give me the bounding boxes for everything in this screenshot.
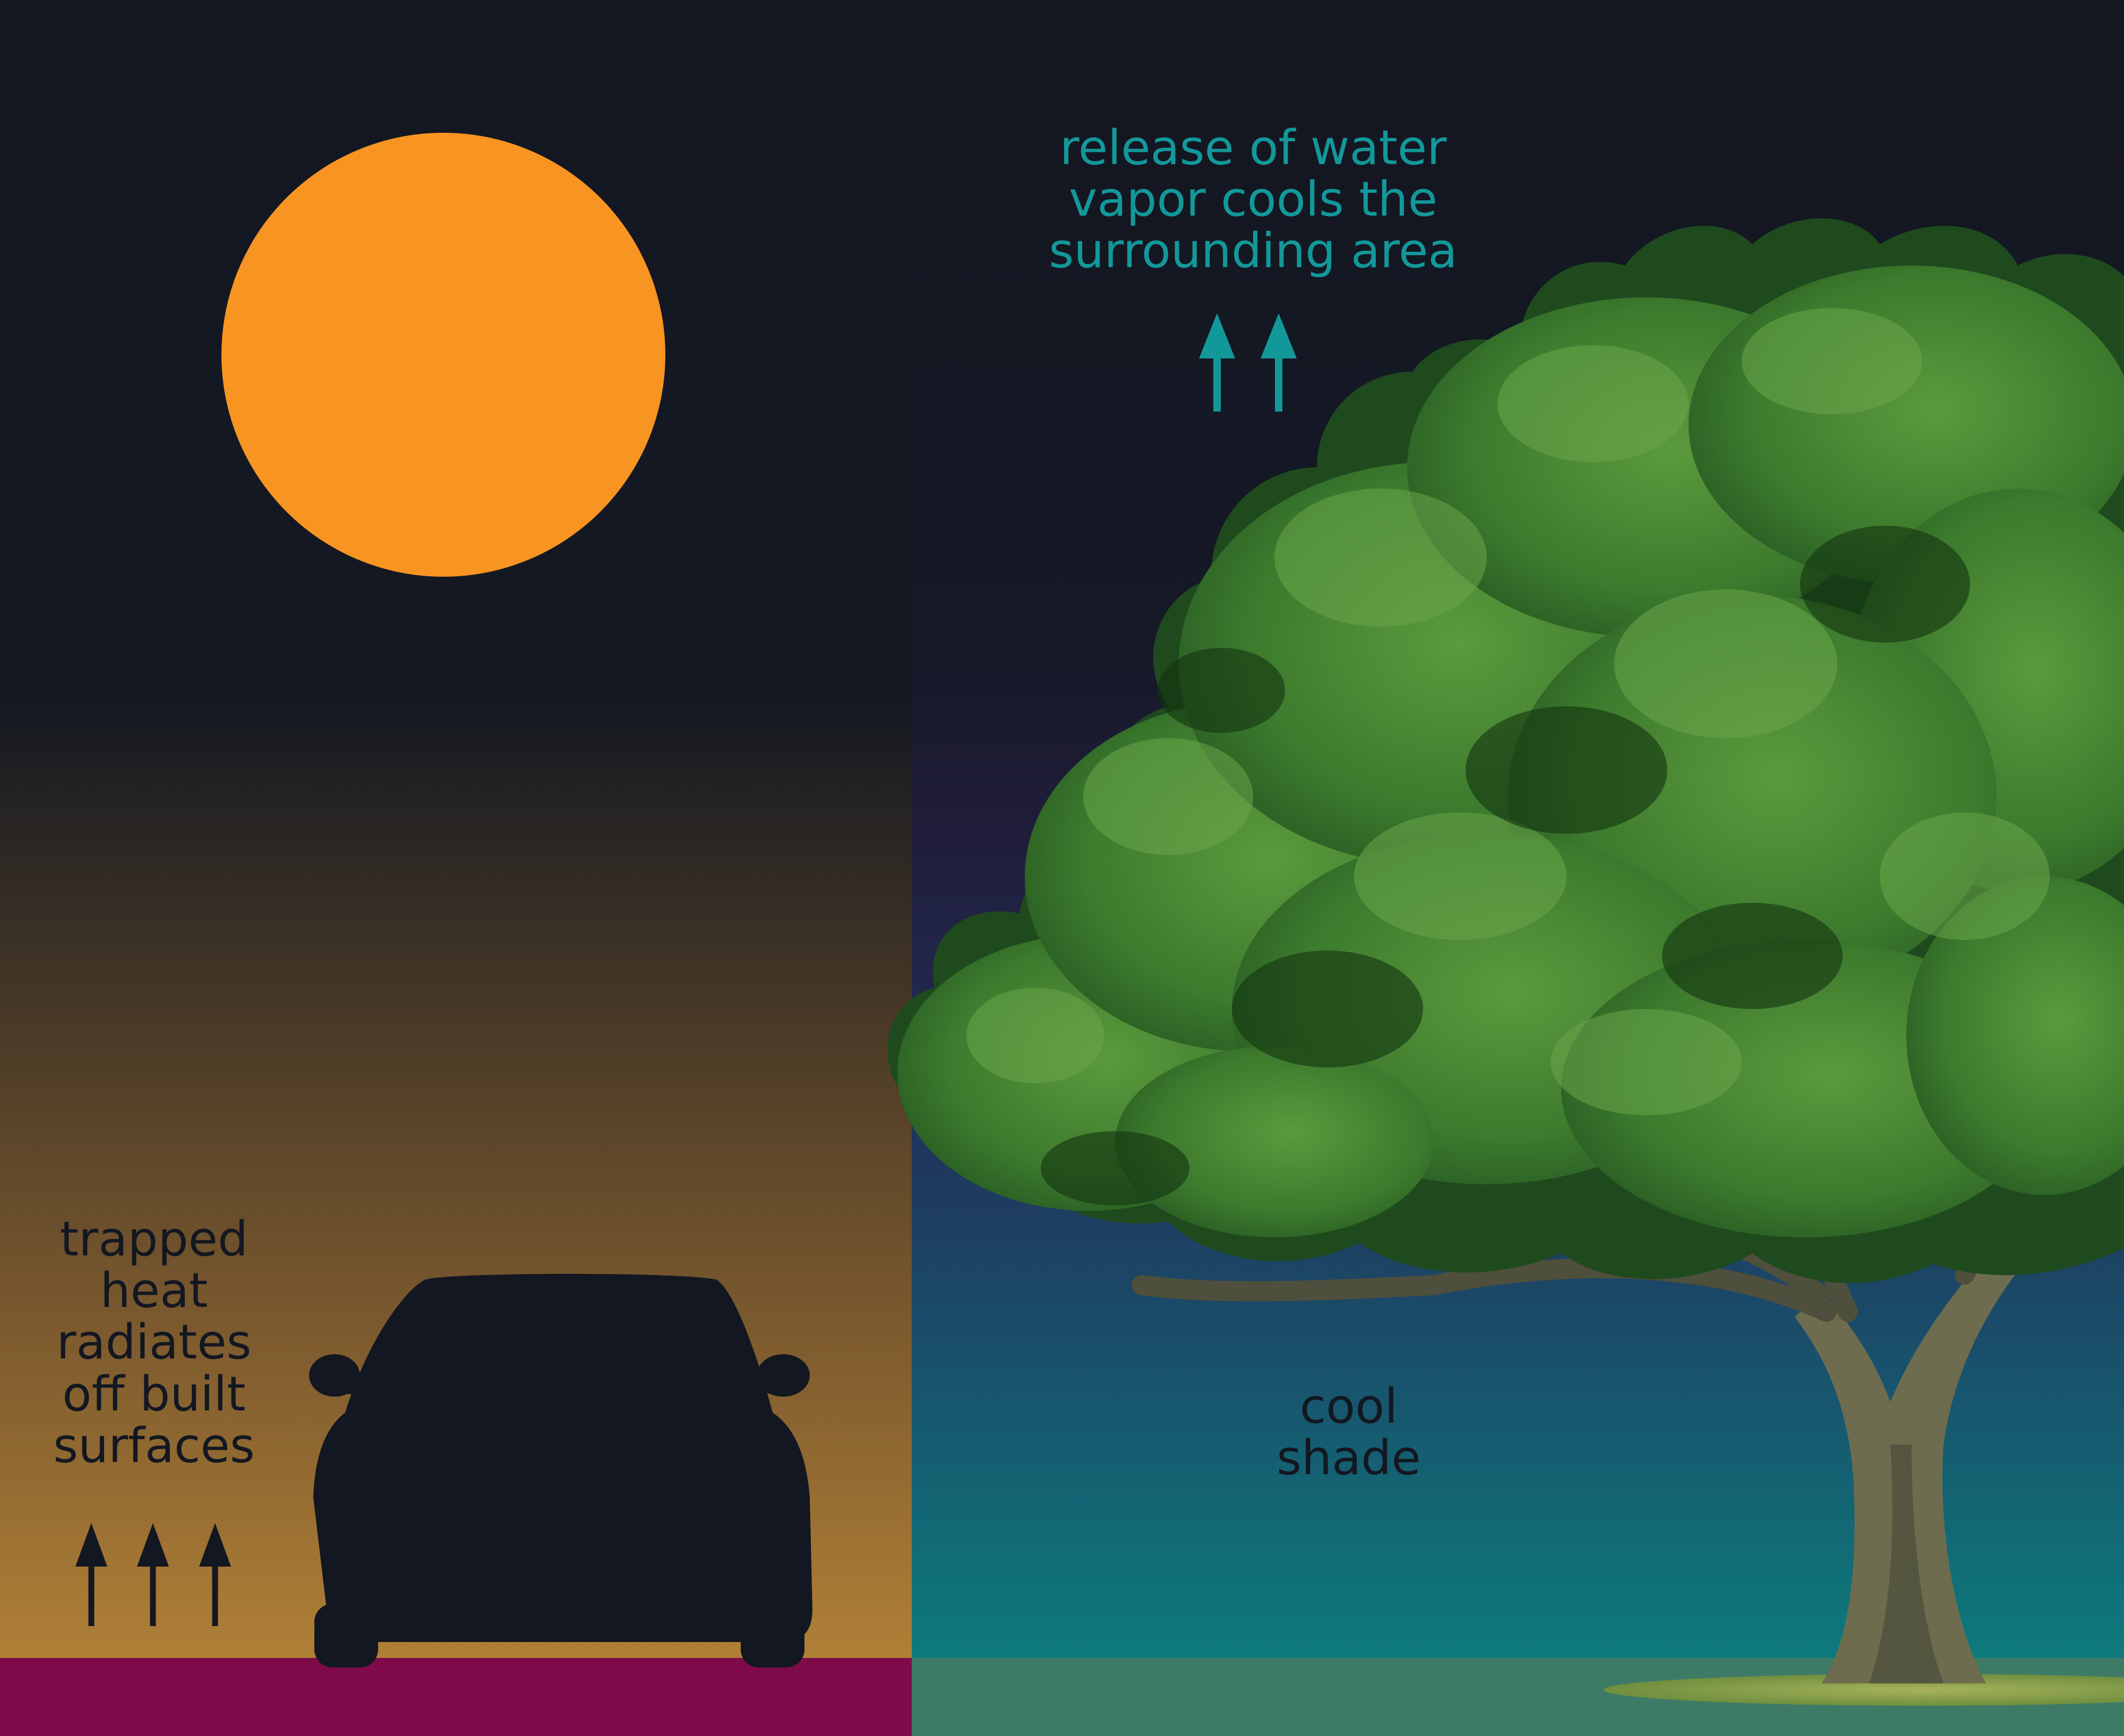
grass-patch [1604, 1674, 2124, 1706]
shade-label-line-2: shade [1277, 1430, 1421, 1486]
vapor-arrows [1199, 313, 1297, 412]
up-arrow-icon [137, 1523, 169, 1626]
vapor-label-line-1: release of water [1059, 120, 1447, 176]
sun-icon [221, 133, 665, 577]
vapor-cooling-label: release of water vapor cools the surroun… [940, 122, 1566, 277]
up-arrow-icon [199, 1523, 231, 1626]
trapped-heat-label: trapped heat radiates off built surfaces [16, 1213, 292, 1472]
heat-label-line-4: off built [62, 1366, 246, 1422]
up-arrow-icon [75, 1523, 107, 1626]
heat-label-line-5: surfaces [53, 1417, 255, 1474]
vapor-label-line-2: vapor cools the [1068, 172, 1438, 228]
tree-icon [887, 218, 2124, 1706]
car-icon [309, 1273, 812, 1667]
pavement-strip [0, 1658, 912, 1736]
heat-label-line-3: radiates [56, 1314, 252, 1371]
cool-shade-label: cool shade [1200, 1381, 1497, 1484]
heat-label-line-2: heat [100, 1263, 208, 1319]
up-arrow-icon [1261, 313, 1297, 412]
vapor-label-line-3: surrounding area [1049, 223, 1458, 279]
heat-label-line-1: trapped [59, 1211, 249, 1267]
shade-label-line-1: cool [1299, 1379, 1398, 1434]
tree-canopy [887, 218, 2124, 1284]
up-arrow-icon [1199, 313, 1235, 412]
heat-arrows [75, 1523, 231, 1626]
